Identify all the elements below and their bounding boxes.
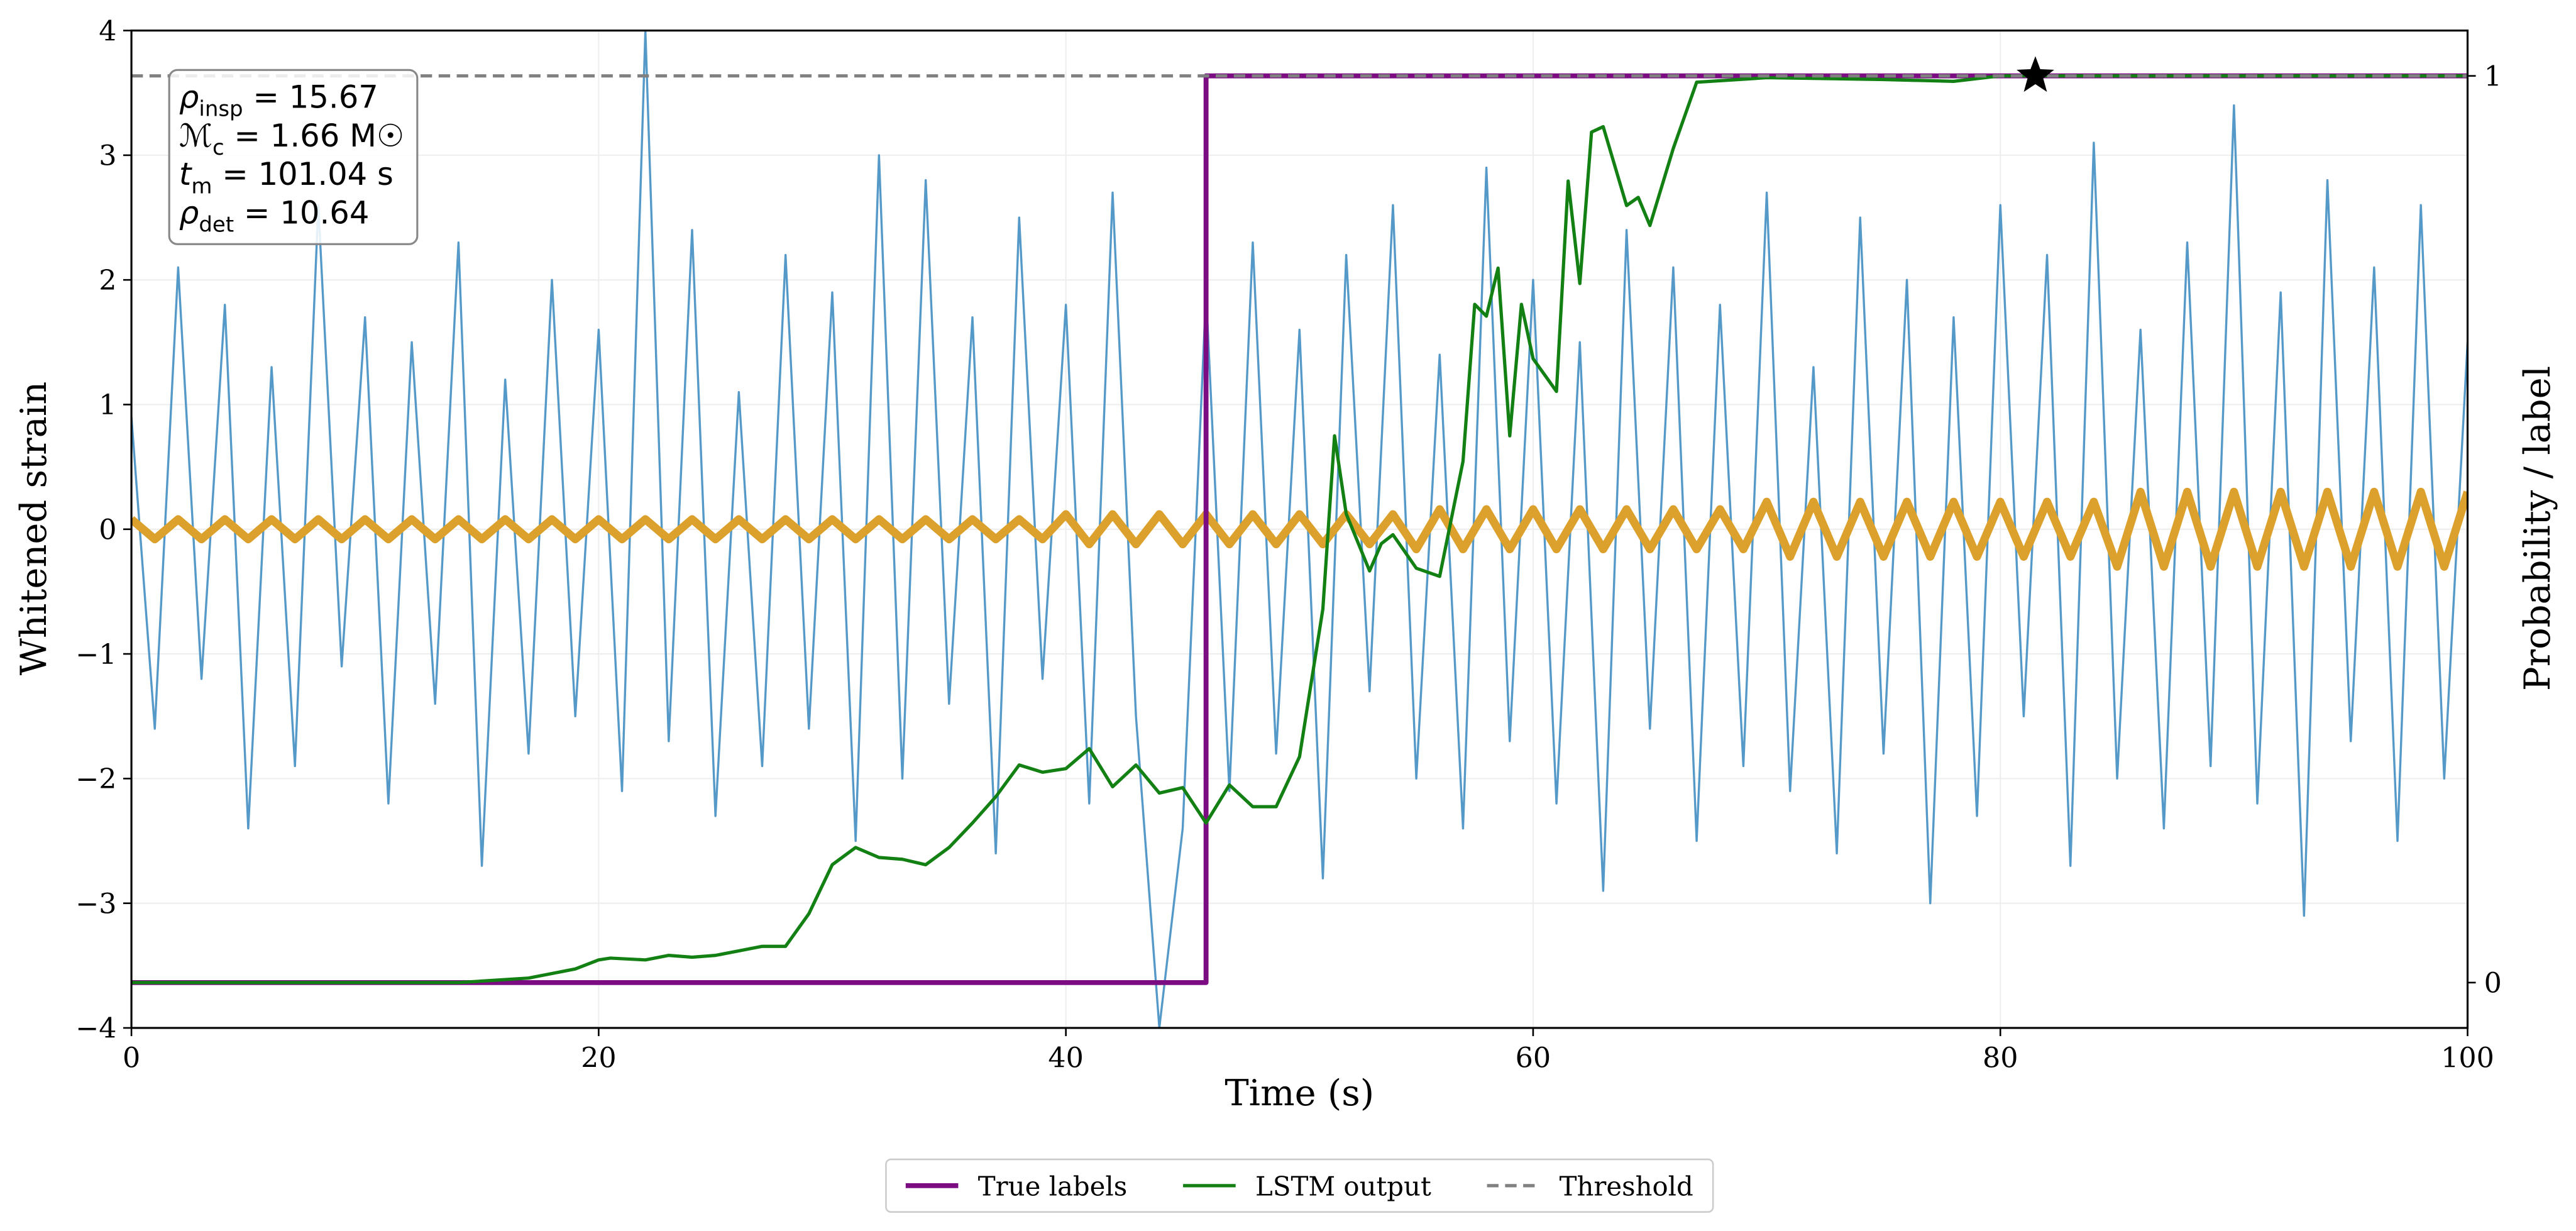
annotation-line: ρinsp = 15.67 bbox=[179, 79, 378, 121]
annotation-symbol: ℳ bbox=[179, 118, 212, 154]
annotation-value: = 15.67 bbox=[243, 79, 378, 115]
annotation-subscript: m bbox=[191, 174, 212, 199]
legend-box bbox=[885, 1158, 1714, 1213]
series-line bbox=[131, 30, 2468, 1028]
x-tick-label: 80 bbox=[1983, 1042, 2018, 1074]
annotation-value: = 101.04 s bbox=[212, 156, 394, 192]
y-tick-label: −4 bbox=[75, 1013, 116, 1045]
series-line bbox=[131, 487, 2468, 571]
x-tick-label: 20 bbox=[581, 1042, 617, 1074]
y2-axis-label: Probability / label bbox=[2516, 366, 2558, 691]
annotation-subscript: det bbox=[199, 213, 234, 238]
y-tick-label: 0 bbox=[99, 514, 116, 546]
y2-tick-label: 0 bbox=[2484, 968, 2502, 1000]
y-tick-label: 1 bbox=[99, 389, 116, 421]
legend-label: True labels bbox=[978, 1171, 1127, 1202]
legend-label: Threshold bbox=[1560, 1171, 1693, 1202]
annotation-symbol: t bbox=[179, 156, 192, 192]
annotation-box bbox=[168, 69, 419, 245]
legend: True labels LSTM output Threshold bbox=[885, 1158, 1714, 1213]
annotation-line: tm = 101.04 s bbox=[179, 156, 394, 199]
annotation-line: ℳc = 1.66 M☉ bbox=[179, 118, 405, 160]
y-tick-label: −3 bbox=[75, 888, 116, 920]
y-tick-label: −2 bbox=[75, 763, 116, 795]
plot-frame bbox=[130, 30, 2469, 1029]
x-tick-label: 60 bbox=[1516, 1042, 1551, 1074]
y-tick-label: 4 bbox=[99, 15, 116, 47]
legend-label: LSTM output bbox=[1255, 1171, 1431, 1202]
annotation-subscript: c bbox=[212, 135, 224, 160]
annotation-line: ρdet = 10.64 bbox=[179, 195, 370, 238]
annotation-value: = 1.66 M☉ bbox=[224, 118, 405, 154]
x-tick-label: 40 bbox=[1048, 1042, 1084, 1074]
x-axis-label: Time (s) bbox=[1225, 1072, 1374, 1114]
annotation-symbol: ρ bbox=[179, 195, 199, 231]
annotation-subscript: insp bbox=[199, 96, 243, 121]
annotation-symbol: ρ bbox=[179, 79, 199, 115]
y-axis-label: Whitened strain bbox=[13, 382, 55, 675]
x-tick-label: 100 bbox=[2441, 1042, 2494, 1074]
y-tick-label: 2 bbox=[99, 265, 116, 297]
star-marker bbox=[2017, 56, 2054, 92]
y2-tick-label: 1 bbox=[2484, 60, 2502, 92]
y-tick-label: −1 bbox=[75, 639, 116, 671]
y-tick-label: 3 bbox=[99, 140, 116, 172]
annotation-value: = 10.64 bbox=[234, 195, 369, 231]
series-line bbox=[131, 74, 2468, 985]
plot-area bbox=[131, 30, 2468, 1028]
x-tick-label: 0 bbox=[123, 1042, 140, 1074]
